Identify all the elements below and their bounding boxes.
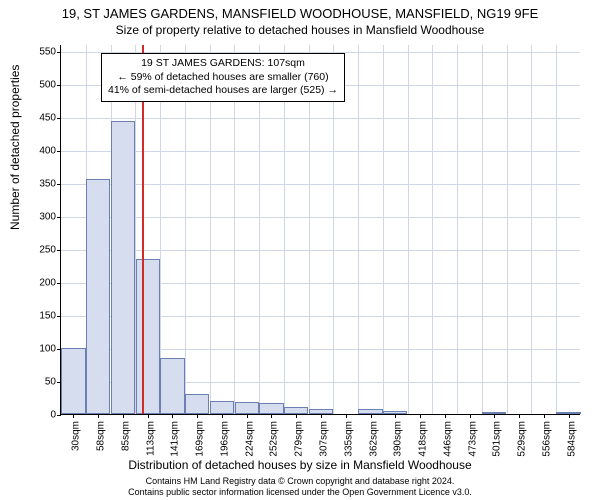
gridline-horizontal [61, 184, 580, 185]
y-tick-mark [57, 415, 61, 416]
x-axis-label: Distribution of detached houses by size … [0, 458, 600, 472]
y-tick-mark [57, 52, 61, 53]
y-tick-label: 350 [26, 178, 56, 189]
page-subtitle: Size of property relative to detached ho… [0, 21, 600, 37]
gridline-vertical [507, 45, 508, 414]
y-tick-label: 150 [26, 310, 56, 321]
y-tick-label: 100 [26, 343, 56, 354]
footer-attribution: Contains HM Land Registry data © Crown c… [0, 476, 600, 499]
footer-line-1: Contains HM Land Registry data © Crown c… [0, 476, 600, 487]
y-tick-label: 250 [26, 244, 56, 255]
histogram-bar [86, 179, 110, 414]
gridline-vertical [457, 45, 458, 414]
x-tick-mark [470, 414, 471, 418]
gridline-horizontal [61, 217, 580, 218]
x-tick-mark [346, 414, 347, 418]
x-tick-mark [519, 414, 520, 418]
gridline-vertical [482, 45, 483, 414]
x-tick-mark [73, 414, 74, 418]
x-tick-mark [148, 414, 149, 418]
y-tick-label: 450 [26, 112, 56, 123]
x-tick-mark [197, 414, 198, 418]
y-tick-label: 500 [26, 79, 56, 90]
histogram-bar [111, 121, 135, 414]
y-tick-mark [57, 250, 61, 251]
gridline-vertical [531, 45, 532, 414]
x-tick-mark [296, 414, 297, 418]
y-tick-mark [57, 316, 61, 317]
y-tick-mark [57, 217, 61, 218]
gridline-vertical [408, 45, 409, 414]
x-tick-mark [544, 414, 545, 418]
gridline-vertical [358, 45, 359, 414]
annotation-line-3: 41% of semi-detached houses are larger (… [108, 84, 338, 98]
x-tick-mark [420, 414, 421, 418]
chart-plot-area: 19 ST JAMES GARDENS: 107sqm← 59% of deta… [60, 45, 580, 415]
x-tick-mark [123, 414, 124, 418]
footer-line-2: Contains public sector information licen… [0, 487, 600, 498]
x-tick-mark [172, 414, 173, 418]
y-tick-label: 550 [26, 46, 56, 57]
y-tick-mark [57, 118, 61, 119]
gridline-vertical [556, 45, 557, 414]
histogram-bar [136, 259, 160, 414]
y-tick-label: 0 [26, 410, 56, 421]
y-axis-label: Number of detached properties [8, 65, 22, 230]
y-tick-mark [57, 283, 61, 284]
gridline-horizontal [61, 250, 580, 251]
annotation-line-1: 19 ST JAMES GARDENS: 107sqm [108, 57, 338, 71]
y-tick-label: 50 [26, 376, 56, 387]
y-tick-mark [57, 151, 61, 152]
histogram-bar [160, 358, 184, 414]
y-tick-label: 200 [26, 277, 56, 288]
x-tick-mark [395, 414, 396, 418]
x-tick-mark [247, 414, 248, 418]
x-tick-mark [98, 414, 99, 418]
gridline-vertical [432, 45, 433, 414]
x-tick-mark [494, 414, 495, 418]
histogram-bar [61, 348, 85, 414]
x-tick-mark [222, 414, 223, 418]
page-title: 19, ST JAMES GARDENS, MANSFIELD WOODHOUS… [0, 0, 600, 21]
histogram-bar [284, 407, 308, 414]
histogram-bar [235, 402, 259, 414]
annotation-line-2: ← 59% of detached houses are smaller (76… [108, 71, 338, 85]
histogram-bar [259, 403, 283, 414]
x-tick-mark [569, 414, 570, 418]
y-tick-label: 400 [26, 145, 56, 156]
x-tick-mark [371, 414, 372, 418]
histogram-bar [185, 394, 209, 414]
gridline-horizontal [61, 151, 580, 152]
gridline-horizontal [61, 118, 580, 119]
annotation-box: 19 ST JAMES GARDENS: 107sqm← 59% of deta… [101, 53, 345, 102]
y-tick-mark [57, 184, 61, 185]
x-tick-mark [271, 414, 272, 418]
y-tick-mark [57, 85, 61, 86]
histogram-bar [210, 401, 234, 414]
gridline-vertical [383, 45, 384, 414]
y-tick-label: 300 [26, 211, 56, 222]
x-tick-mark [321, 414, 322, 418]
x-tick-mark [445, 414, 446, 418]
